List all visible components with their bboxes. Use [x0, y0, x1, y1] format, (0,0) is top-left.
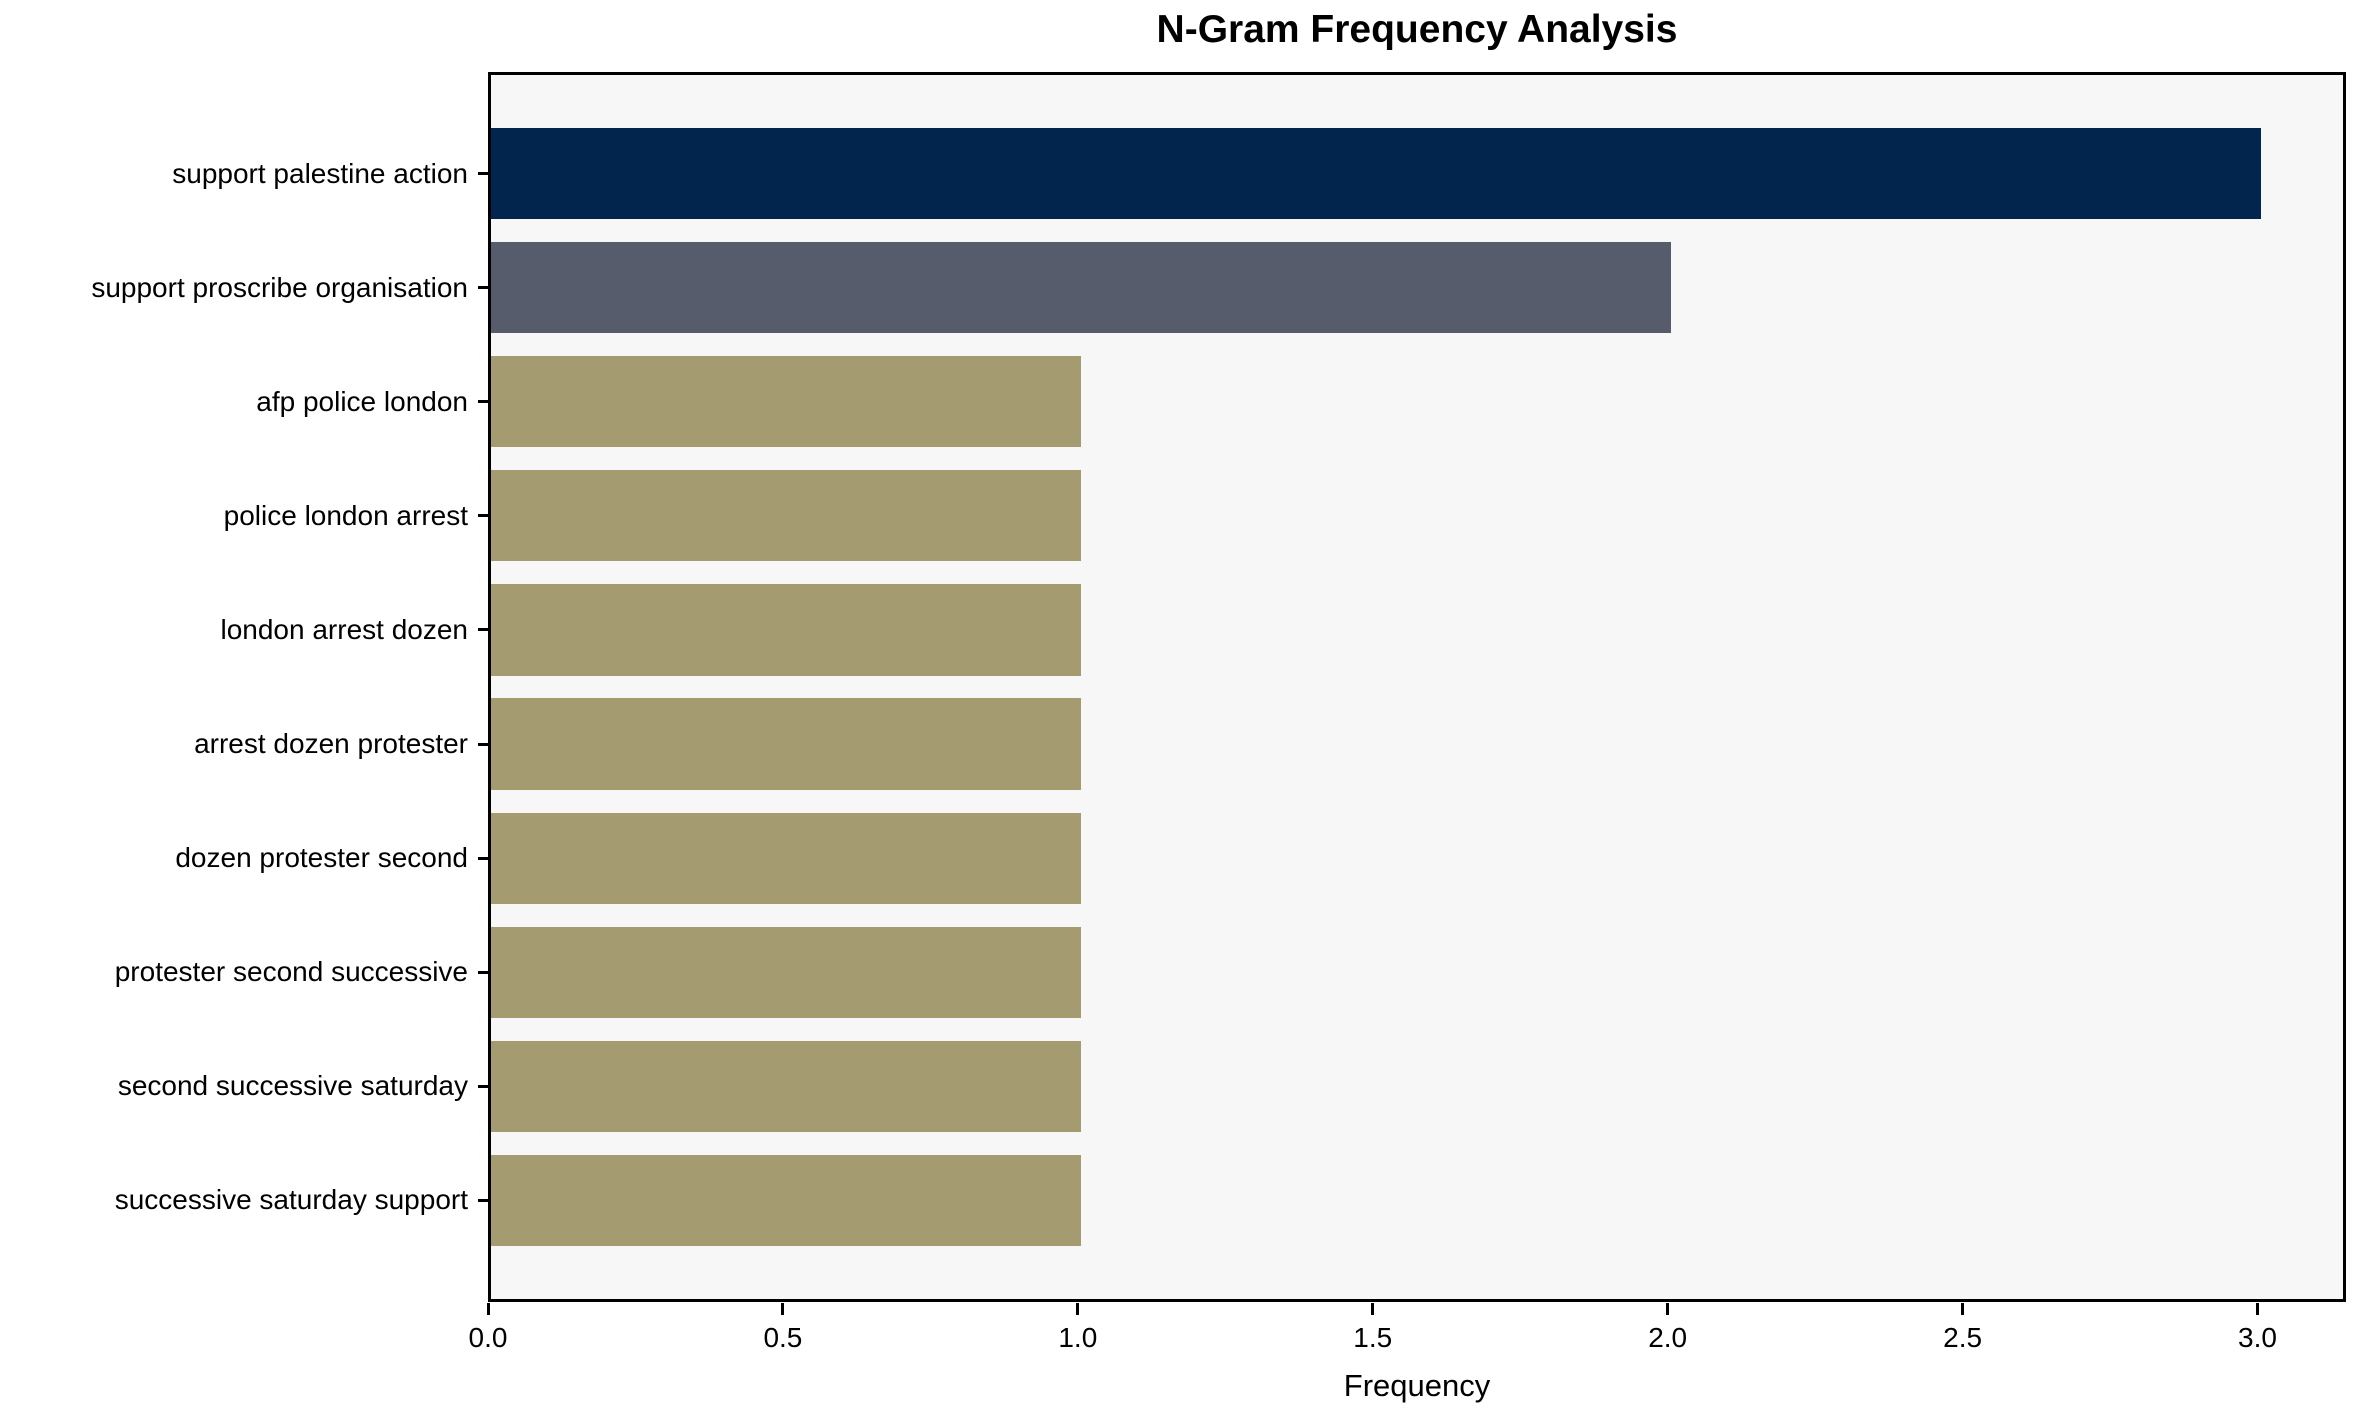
x-axis-label: Frequency: [1343, 1368, 1491, 1403]
bar-5: [491, 698, 1081, 790]
y-tick-label: support palestine action: [172, 157, 468, 189]
x-tick-label: 3.0: [2238, 1322, 2277, 1353]
bar-7: [491, 926, 1081, 1018]
bar-1: [491, 242, 1671, 334]
x-tick-mark: [1666, 1303, 1670, 1315]
y-tick-mark: [478, 856, 488, 860]
x-tick-mark: [1076, 1303, 1080, 1315]
y-tick-label: dozen protester second: [175, 842, 468, 874]
y-tick-mark: [478, 1198, 488, 1202]
x-tick-label: 1.0: [1058, 1322, 1098, 1353]
bar-6: [491, 812, 1081, 904]
x-tick-mark: [1371, 1303, 1375, 1315]
y-tick-mark: [478, 1084, 488, 1088]
y-tick-label: police london arrest: [223, 499, 468, 531]
bar-2: [491, 356, 1081, 448]
chart-title: N-Gram Frequency Analysis: [1156, 8, 1678, 51]
y-tick-label: support proscribe organisation: [91, 271, 468, 303]
x-tick-label: 1.5: [1353, 1322, 1393, 1353]
x-tick-mark: [781, 1303, 785, 1315]
x-tick-label: 0.5: [763, 1322, 803, 1353]
y-tick-label: london arrest dozen: [220, 613, 468, 645]
plot-area: [488, 72, 2346, 1302]
bar-0: [491, 127, 2261, 220]
bar-8: [491, 1040, 1081, 1132]
x-tick-label: 2.5: [1943, 1322, 1983, 1353]
bar-4: [491, 584, 1081, 676]
x-tick-label: 2.0: [1648, 1322, 1688, 1353]
y-tick-label: protester second successive: [114, 956, 468, 988]
y-tick-mark: [478, 742, 488, 746]
x-tick-mark: [2256, 1303, 2260, 1315]
y-tick-label: successive saturday support: [114, 1184, 468, 1216]
bar-9: [491, 1154, 1081, 1247]
x-tick-label: 0.0: [468, 1322, 508, 1353]
y-tick-label: arrest dozen protester: [194, 728, 468, 760]
x-tick-mark: [1961, 1303, 1965, 1315]
bar-3: [491, 470, 1081, 562]
x-tick-mark: [486, 1303, 490, 1315]
y-tick-mark: [478, 286, 488, 290]
y-tick-label: afp police london: [256, 385, 468, 417]
y-tick-mark: [478, 628, 488, 632]
y-tick-mark: [478, 400, 488, 404]
y-tick-mark: [478, 970, 488, 974]
y-tick-mark: [478, 514, 488, 518]
y-tick-mark: [478, 172, 488, 176]
y-tick-label: second successive saturday: [117, 1070, 468, 1102]
